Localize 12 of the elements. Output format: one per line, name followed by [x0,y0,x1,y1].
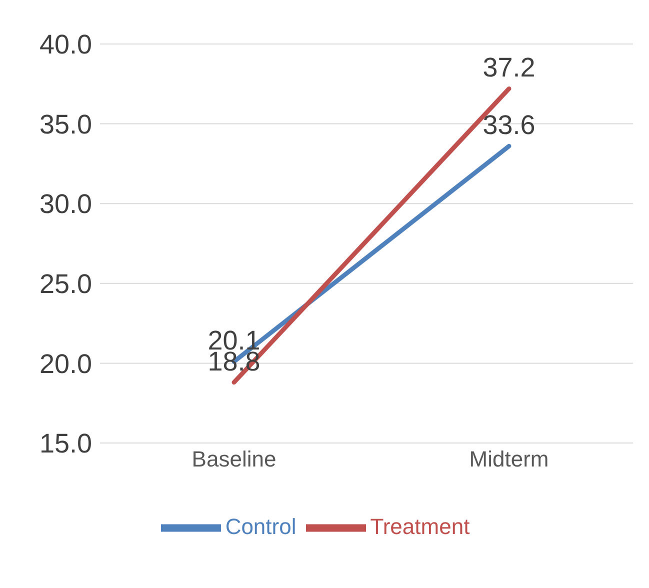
y-tick-label: 35.0 [39,109,92,140]
legend-label: Control [225,514,296,539]
y-tick-label: 15.0 [39,428,92,459]
legend-label: Treatment [370,514,470,539]
y-tick-label: 25.0 [39,268,92,299]
y-tick-label: 40.0 [39,30,92,60]
data-label: 33.6 [482,110,536,140]
data-label: 37.2 [482,52,536,83]
x-tick-label: Baseline [192,446,276,472]
y-tick-label: 30.0 [39,189,92,220]
y-tick-label: 20.0 [39,348,92,379]
x-tick-label: Midterm [469,446,549,472]
